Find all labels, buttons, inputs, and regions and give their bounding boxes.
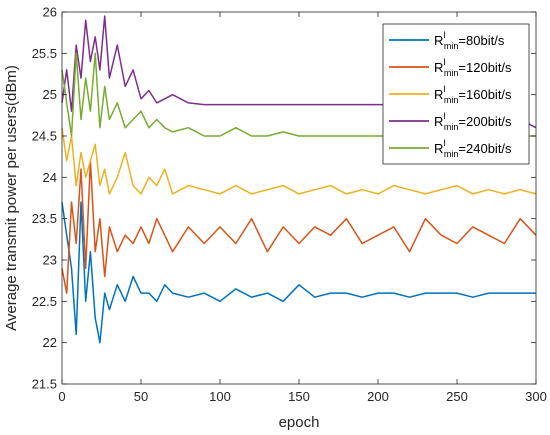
legend-items: RI min=80bit/sRI min=120bit/sRI min=160bit/… <box>389 30 512 159</box>
legend-label-sup: I <box>443 84 446 94</box>
y-tick-label: 26 <box>43 5 57 20</box>
legend-label-sub: min <box>444 122 459 132</box>
legend-label-sup: I <box>443 111 446 121</box>
legend-label-suffix: =120bit/s <box>458 60 512 75</box>
x-tick-label: 0 <box>58 389 65 404</box>
legend-label-2: RI min=120bit/s <box>434 57 512 78</box>
legend-label-base: R <box>434 33 443 48</box>
legend-label-sub: min <box>444 68 459 78</box>
y-tick-label: 22 <box>43 335 57 350</box>
legend-label-sub: min <box>444 95 459 105</box>
y-tick-label: 23.5 <box>32 211 57 226</box>
x-tick-label: 150 <box>288 389 310 404</box>
legend-label-sup: I <box>443 138 446 148</box>
legend-label-suffix: =160bit/s <box>458 87 512 102</box>
series-line-2 <box>61 160 537 294</box>
legend-label-3: RI min=160bit/s <box>434 84 512 105</box>
legend-label-sup: I <box>443 30 446 40</box>
legend: RI min=80bit/sRI min=120bit/sRI min=160bit/… <box>382 23 530 165</box>
legend-label-4: RI min=200bit/s <box>434 111 512 132</box>
x-axis-label: epoch <box>279 414 320 431</box>
x-tick-label: 100 <box>209 389 231 404</box>
tick-layer: 0 50 100 150 200 250 300 21.5 22 22.5 23 23.5 24 24.5… <box>32 5 547 405</box>
y-tick-label: 23 <box>43 253 57 268</box>
legend-label-suffix: =80bit/s <box>458 33 504 48</box>
y-tick-label: 25.5 <box>32 46 57 61</box>
y-tick-label: 25 <box>43 87 57 102</box>
legend-label-base: R <box>434 60 443 75</box>
legend-label-sub: min <box>444 41 459 51</box>
legend-label-base: R <box>434 87 443 102</box>
x-tick-label: 200 <box>367 389 389 404</box>
y-tick-label: 22.5 <box>32 294 57 309</box>
series-line-1 <box>61 201 536 344</box>
legend-label-sup: I <box>443 57 446 67</box>
y-axis-label: Average transmit power per users(dBm) <box>3 65 20 331</box>
legend-label-suffix: =240bit/s <box>458 141 512 156</box>
x-tick-label: 300 <box>525 389 547 404</box>
legend-label-sub: min <box>444 149 459 159</box>
legend-label-base: R <box>434 141 443 156</box>
legend-label-5: RI min=240bit/s <box>434 138 512 159</box>
series-line-3 <box>61 127 537 195</box>
legend-label-1: RI min=80bit/s <box>434 30 505 51</box>
y-tick-label: 21.5 <box>32 377 57 392</box>
x-tick-label: 50 <box>134 389 148 404</box>
legend-label-base: R <box>434 114 443 129</box>
legend-label-suffix: =200bit/s <box>458 114 512 129</box>
y-tick-label: 24.5 <box>32 129 57 144</box>
x-tick-label: 250 <box>446 389 468 404</box>
y-tick-label: 24 <box>43 170 57 185</box>
